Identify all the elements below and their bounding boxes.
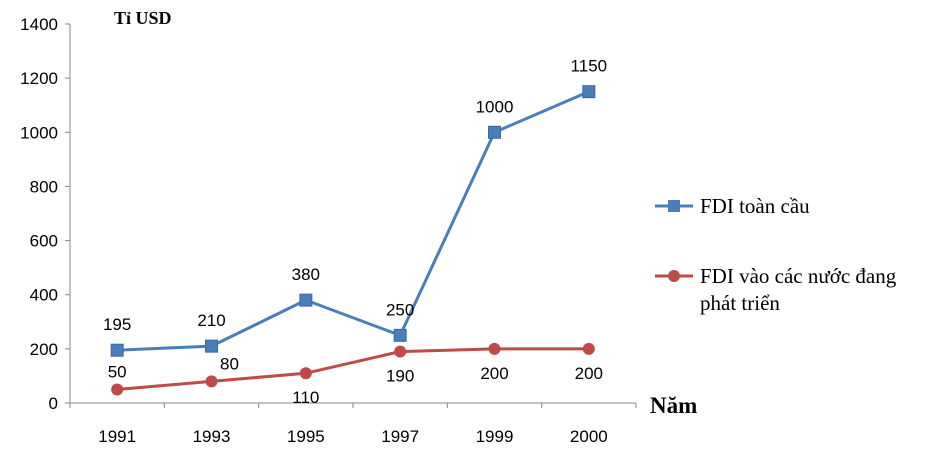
x-axis-ticks: 1991 1993 1995 1997 1999 2000: [69, 403, 637, 446]
x-axis-title: Năm: [650, 393, 697, 418]
x-tick-label: 1999: [476, 427, 514, 446]
y-axis-ticks: 0 200 400 600 800 1000 1200 1400: [20, 15, 70, 413]
series-group: 195 210 380 250 1000 1150 50 80 110 190 200 200: [103, 57, 607, 408]
x-tick-label: 1993: [193, 427, 231, 446]
data-point-square: [582, 85, 596, 99]
y-tick-label: 1000: [20, 123, 58, 142]
data-label: 1150: [571, 57, 608, 76]
data-label: 1000: [476, 97, 514, 116]
legend: FDI toàn cầu FDI vào các nước đang phát tr…: [655, 194, 897, 315]
y-tick-label: 1200: [20, 69, 58, 88]
y-tick-label: 200: [30, 340, 58, 359]
legend-label: FDI vào các nước đang phát triển: [700, 264, 897, 315]
data-point-square: [205, 339, 218, 353]
data-label: 380: [292, 265, 320, 284]
legend-marker-square: [668, 200, 680, 212]
y-tick-label: 600: [30, 232, 58, 251]
x-tick-label: 1991: [98, 427, 136, 446]
data-label: 190: [386, 367, 414, 386]
data-point-square: [393, 328, 407, 342]
legend-label-line: phát triển: [700, 291, 780, 315]
data-label: 110: [292, 388, 319, 407]
data-point-square: [110, 343, 124, 357]
data-point-circle: [582, 342, 595, 355]
series-line: [117, 90, 590, 352]
x-tick-label: 2000: [570, 427, 608, 446]
data-point-circle: [488, 342, 501, 355]
y-tick-label: 1400: [20, 15, 58, 34]
y-tick-label: 0: [49, 394, 58, 413]
data-point-circle: [299, 367, 312, 380]
data-point-circle: [111, 383, 124, 396]
data-label: 250: [386, 300, 414, 319]
data-label: 200: [480, 364, 508, 383]
legend-marker-circle: [668, 270, 680, 282]
data-label: 80: [220, 354, 239, 373]
data-label: 50: [108, 362, 127, 381]
y-axis-title: Tỉ USD: [114, 8, 172, 28]
y-tick-label: 800: [30, 177, 58, 196]
data-point-circle: [394, 345, 407, 358]
data-point-square: [488, 125, 501, 139]
data-point-circle: [205, 375, 218, 388]
legend-label: FDI toàn cầu: [700, 194, 810, 218]
x-tick-label: 1997: [381, 427, 419, 446]
data-label: 195: [103, 315, 131, 334]
data-point-square: [299, 293, 313, 307]
legend-label-line: FDI toàn cầu: [700, 194, 810, 218]
legend-label-line: FDI vào các nước đang: [700, 264, 897, 288]
data-label: 210: [197, 311, 225, 330]
series-line: [117, 347, 589, 391]
y-tick-label: 400: [30, 286, 58, 305]
x-tick-label: 1995: [287, 427, 325, 446]
data-label: 200: [575, 364, 603, 383]
